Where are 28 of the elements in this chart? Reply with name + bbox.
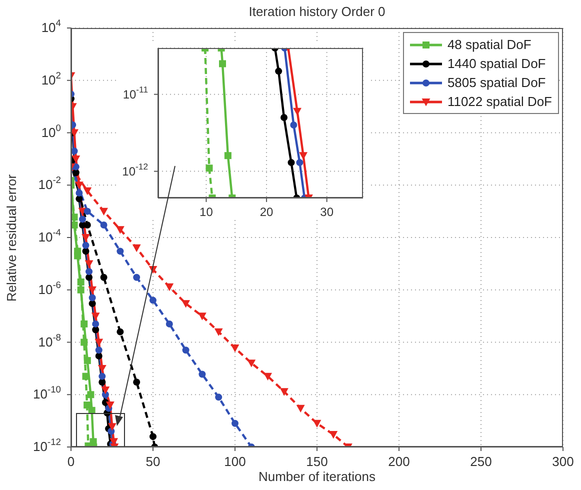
x-tick-label: 100 (224, 454, 246, 469)
y-tick-label: 10$^{-8}$ (38, 332, 61, 350)
y-tick-label: 10$^{4}$ (41, 18, 61, 35)
x-tick-label: 30 (320, 205, 334, 219)
y-tick-label: 10$^{-12}$ (122, 161, 148, 178)
x-tick-label: 150 (306, 454, 328, 469)
legend-label: 5805 spatial DoF (447, 75, 546, 90)
legend-label: 1440 spatial DoF (447, 56, 546, 71)
y-tick-label: 10$^{0}$ (41, 122, 61, 140)
y-tick-label: 10$^{-11}$ (122, 84, 148, 102)
x-tick-label: 300 (552, 454, 574, 469)
x-tick-label: 20 (260, 205, 274, 219)
legend-label: 11022 spatial DoF (447, 94, 552, 109)
x-tick-label: 10 (200, 205, 214, 219)
x-tick-label: 50 (146, 454, 160, 469)
y-tick-label: 10$^{-6}$ (38, 280, 61, 297)
x-tick-label: 250 (470, 454, 492, 469)
y-tick-label: 10$^{-4}$ (38, 228, 61, 244)
x-tick-label: 200 (388, 454, 410, 469)
x-axis-title: Number of iterations (257, 469, 377, 484)
y-tick-label: 10$^{2}$ (41, 70, 61, 88)
chart-title: Iteration history Order 0 (248, 4, 386, 19)
y-axis-title: Relative residual error (4, 174, 19, 302)
x-tick-label: 0 (67, 454, 75, 469)
legend-label: 48 spatial DoF (447, 37, 532, 52)
y-tick-label: 10$^{-10}$ (33, 384, 61, 402)
y-tick-label: 10$^{-2}$ (38, 175, 61, 192)
y-tick-label: 10$^{-12}$ (33, 437, 61, 454)
